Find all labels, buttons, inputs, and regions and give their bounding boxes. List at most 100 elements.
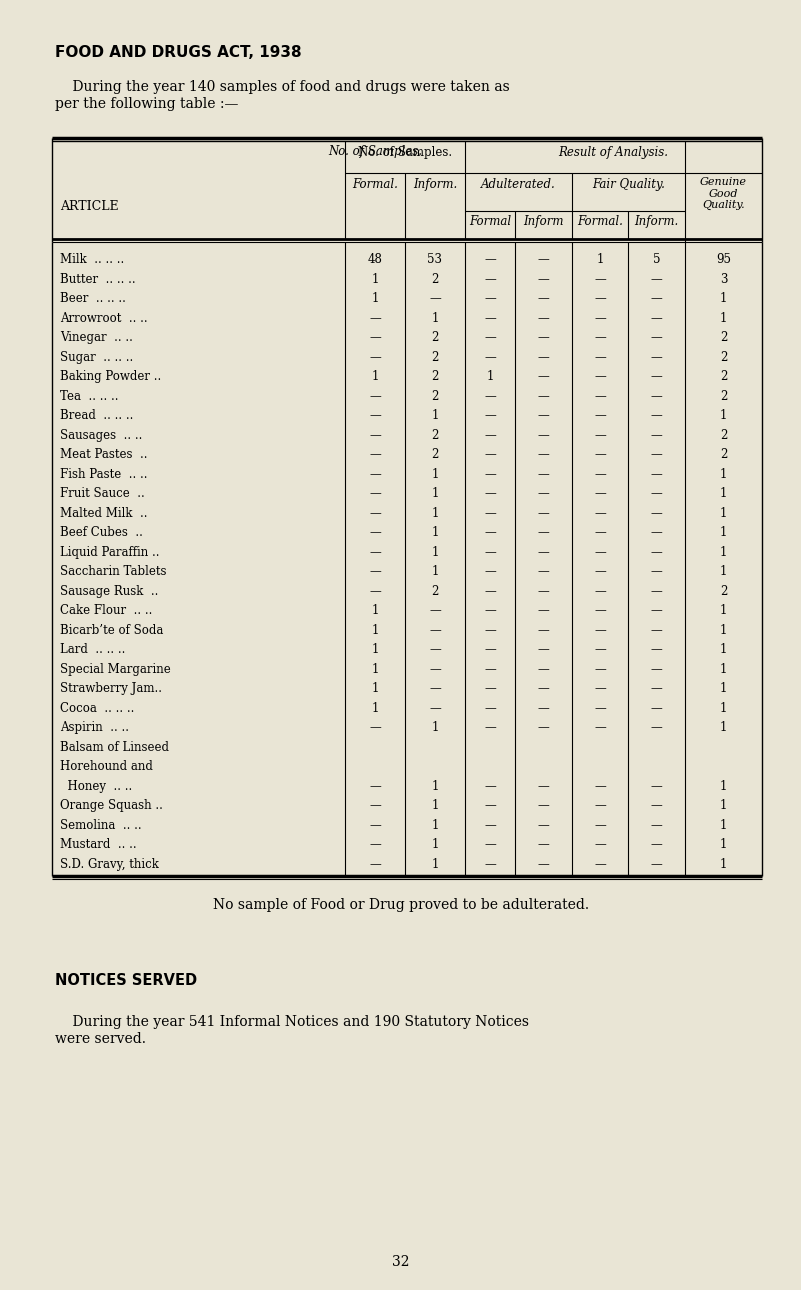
Text: Orange Squash ..: Orange Squash .. [60,800,163,813]
Text: 1: 1 [372,624,379,637]
Text: —: — [369,526,380,539]
Text: —: — [429,663,441,676]
Text: 1: 1 [372,293,379,306]
Text: —: — [537,584,549,597]
Text: 1: 1 [720,644,727,657]
Text: —: — [594,584,606,597]
Text: Formal.: Formal. [352,178,398,191]
Text: —: — [429,293,441,306]
Text: 2: 2 [431,351,439,364]
Text: —: — [537,390,549,402]
Text: —: — [484,312,496,325]
Text: 1: 1 [431,819,439,832]
Text: —: — [594,390,606,402]
Text: 1: 1 [720,800,727,813]
Text: —: — [650,390,662,402]
Text: —: — [650,312,662,325]
Text: —: — [650,448,662,462]
Text: 2: 2 [431,370,439,383]
Text: were served.: were served. [55,1032,146,1046]
Text: —: — [484,565,496,578]
Text: —: — [650,546,662,559]
Text: —: — [369,584,380,597]
Text: 32: 32 [392,1255,410,1269]
Text: —: — [650,370,662,383]
Text: —: — [537,779,549,793]
Text: —: — [650,351,662,364]
Text: —: — [484,702,496,715]
Text: Tea  .. .. ..: Tea .. .. .. [60,390,119,402]
Text: —: — [369,312,380,325]
Text: 1: 1 [372,644,379,657]
Text: 1: 1 [431,312,439,325]
Text: —: — [650,293,662,306]
Text: —: — [369,488,380,501]
Text: —: — [594,779,606,793]
Text: —: — [484,526,496,539]
Text: —: — [537,448,549,462]
Text: Strawberry Jam..: Strawberry Jam.. [60,682,162,695]
Text: —: — [537,604,549,617]
Text: —: — [594,293,606,306]
Text: —: — [537,858,549,871]
Text: 1: 1 [431,468,439,481]
Text: Cocoa  .. .. ..: Cocoa .. .. .. [60,702,135,715]
Text: —: — [369,468,380,481]
Text: —: — [537,409,549,422]
Text: 1: 1 [720,779,727,793]
Text: 1: 1 [372,604,379,617]
Text: —: — [537,526,549,539]
Text: NOTICES SERVED: NOTICES SERVED [55,973,197,988]
Text: 1: 1 [720,488,727,501]
Text: —: — [369,332,380,344]
Text: 1: 1 [720,409,727,422]
Text: —: — [650,488,662,501]
Text: 1: 1 [720,546,727,559]
Text: —: — [594,858,606,871]
Text: —: — [594,644,606,657]
Text: —: — [429,604,441,617]
Text: —: — [594,448,606,462]
Text: —: — [484,488,496,501]
Text: —: — [429,702,441,715]
Text: —: — [594,702,606,715]
Text: 2: 2 [720,428,727,441]
Text: —: — [537,838,549,851]
Text: —: — [484,272,496,286]
Text: 1: 1 [720,663,727,676]
Text: —: — [484,390,496,402]
Text: —: — [594,272,606,286]
Text: 1: 1 [431,858,439,871]
Text: 2: 2 [720,390,727,402]
Text: —: — [369,428,380,441]
Text: —: — [429,624,441,637]
Text: Horehound and: Horehound and [60,760,153,773]
Text: 2: 2 [720,370,727,383]
Text: 1: 1 [720,838,727,851]
Text: 1: 1 [431,526,439,539]
Text: —: — [594,546,606,559]
Text: —: — [650,779,662,793]
Text: Genuine
Good
Quality.: Genuine Good Quality. [700,177,747,210]
Text: —: — [594,721,606,734]
Text: Milk  .. .. ..: Milk .. .. .. [60,253,124,266]
Text: —: — [484,468,496,481]
Text: Bread  .. .. ..: Bread .. .. .. [60,409,134,422]
Text: —: — [369,721,380,734]
Text: 2: 2 [720,351,727,364]
Text: 1: 1 [720,507,727,520]
Text: 1: 1 [720,819,727,832]
Text: 1: 1 [372,663,379,676]
Text: Special Margarine: Special Margarine [60,663,171,676]
Text: Inform.: Inform. [634,215,678,228]
Text: —: — [484,428,496,441]
Text: ARTICLE: ARTICLE [60,200,119,213]
Text: —: — [537,682,549,695]
Text: 2: 2 [720,448,727,462]
Text: —: — [650,468,662,481]
Text: —: — [369,858,380,871]
Text: —: — [594,332,606,344]
Text: Fair Quality.: Fair Quality. [592,178,665,191]
Text: —: — [484,253,496,266]
Text: 1: 1 [372,272,379,286]
